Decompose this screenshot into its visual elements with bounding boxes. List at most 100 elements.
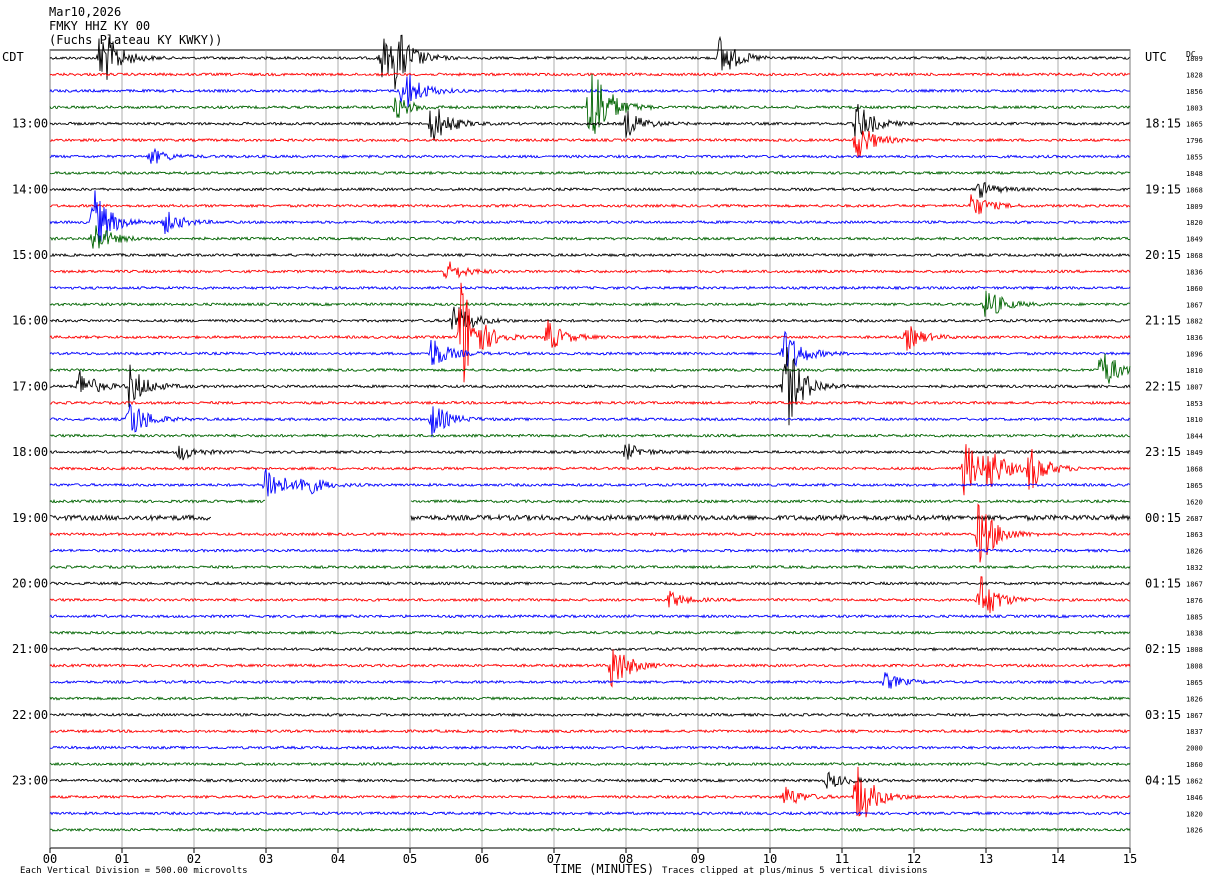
seismic-trace bbox=[49, 771, 1131, 789]
seismic-trace bbox=[49, 285, 1131, 291]
dc-value: 1863 bbox=[1186, 531, 1203, 539]
right-time-label: 18:15 bbox=[1145, 117, 1181, 131]
dc-value: 1832 bbox=[1186, 564, 1203, 572]
left-time-label: 13:00 bbox=[12, 117, 48, 131]
dc-value: 1849 bbox=[1186, 449, 1203, 457]
dc-value: 1844 bbox=[1186, 433, 1203, 441]
seismic-trace bbox=[49, 190, 1131, 245]
dc-value: 1838 bbox=[1186, 630, 1203, 638]
station-label: FMKY HHZ KY 00 bbox=[49, 19, 151, 33]
seismic-trace bbox=[49, 306, 1131, 330]
seismic-trace bbox=[49, 696, 1131, 701]
right-time-label: 22:15 bbox=[1145, 379, 1181, 393]
seismic-trace bbox=[49, 468, 1131, 497]
seismic-trace bbox=[49, 581, 1131, 586]
left-time-label: 23:00 bbox=[12, 773, 48, 787]
seismic-trace bbox=[49, 347, 1131, 426]
dc-value: 1810 bbox=[1186, 367, 1203, 375]
seismic-trace bbox=[49, 104, 1131, 141]
seismic-trace bbox=[49, 728, 1131, 734]
left-time-label: 19:00 bbox=[12, 511, 48, 525]
dc-value: 2687 bbox=[1186, 515, 1203, 523]
seismic-trace bbox=[49, 403, 1131, 438]
right-time-label: 03:15 bbox=[1145, 708, 1181, 722]
seismic-trace bbox=[49, 649, 1131, 688]
seismic-trace bbox=[49, 261, 1131, 280]
dc-value: 1865 bbox=[1186, 482, 1203, 490]
right-time-label: 02:15 bbox=[1145, 642, 1181, 656]
right-time-label: 21:15 bbox=[1145, 314, 1181, 328]
dc-value: 1849 bbox=[1186, 236, 1203, 244]
seismic-trace bbox=[49, 130, 1131, 158]
scale-note: Each Vertical Division = 500.00 microvol… bbox=[20, 866, 248, 876]
dc-value: 1860 bbox=[1186, 761, 1203, 769]
seismic-trace bbox=[49, 810, 1131, 816]
seismic-trace bbox=[49, 290, 1131, 317]
dc-value: 1848 bbox=[1186, 170, 1203, 178]
seismic-trace bbox=[49, 400, 1131, 406]
seismic-trace bbox=[49, 761, 1131, 767]
seismic-trace bbox=[49, 745, 1131, 751]
dc-value: 1803 bbox=[1186, 104, 1203, 112]
right-timezone: UTC bbox=[1145, 50, 1167, 64]
dc-value: 1885 bbox=[1186, 613, 1203, 621]
seismic-trace bbox=[49, 282, 1131, 383]
dc-value: 1828 bbox=[1186, 71, 1203, 79]
dc-value: 1867 bbox=[1186, 301, 1203, 309]
dc-value: 1868 bbox=[1186, 252, 1203, 260]
x-tick-label: 02 bbox=[187, 852, 201, 866]
dc-value: 1836 bbox=[1186, 334, 1203, 342]
dc-value: 1865 bbox=[1186, 679, 1203, 687]
dc-value: 1882 bbox=[1186, 318, 1203, 326]
dc-value: 1808 bbox=[1186, 646, 1203, 654]
seismic-trace bbox=[49, 181, 1130, 198]
seismic-trace bbox=[49, 252, 1131, 258]
dc-value: 1867 bbox=[1186, 712, 1203, 720]
seismic-trace bbox=[49, 194, 1131, 215]
x-tick-label: 07 bbox=[547, 852, 561, 866]
dc-value: 1860 bbox=[1186, 285, 1203, 293]
x-tick-label: 04 bbox=[331, 852, 345, 866]
left-timezone: CDT bbox=[2, 50, 24, 64]
dc-value: 1808 bbox=[1186, 663, 1203, 671]
dc-value: 1856 bbox=[1186, 88, 1203, 96]
seismic-trace bbox=[49, 73, 1131, 134]
dc-value: 2000 bbox=[1186, 745, 1203, 753]
dc-value: 1836 bbox=[1186, 268, 1203, 276]
seismic-trace bbox=[49, 170, 1131, 176]
dc-value: 1820 bbox=[1186, 219, 1203, 227]
right-time-label: 20:15 bbox=[1145, 248, 1181, 262]
left-time-label: 17:00 bbox=[12, 379, 48, 393]
x-tick-label: 12 bbox=[907, 852, 921, 866]
seismic-trace bbox=[49, 630, 1131, 636]
right-time-label: 19:15 bbox=[1145, 182, 1181, 196]
x-tick-label: 08 bbox=[619, 852, 633, 866]
x-tick-label: 06 bbox=[475, 852, 489, 866]
dc-value: 1826 bbox=[1186, 827, 1203, 835]
x-tick-label: 13 bbox=[979, 852, 993, 866]
dc-value: 1855 bbox=[1186, 154, 1203, 162]
seismic-trace bbox=[49, 672, 1131, 689]
dc-value: 1620 bbox=[1186, 498, 1203, 506]
seismic-trace bbox=[49, 503, 1131, 563]
x-tick-label: 03 bbox=[259, 852, 273, 866]
dc-value: 1853 bbox=[1186, 400, 1203, 408]
network-label: (Fuchs Plateau KY KWKY)) bbox=[49, 33, 223, 47]
dc-value: 1896 bbox=[1186, 351, 1203, 359]
dc-value: 1868 bbox=[1186, 466, 1203, 474]
right-time-label: 04:15 bbox=[1145, 773, 1181, 787]
dc-value: 1809 bbox=[1186, 55, 1203, 63]
right-time-label: 00:15 bbox=[1145, 511, 1181, 525]
seismic-trace bbox=[49, 225, 1131, 249]
dc-value: 1809 bbox=[1186, 203, 1203, 211]
x-axis-title: TIME (MINUTES) bbox=[553, 862, 655, 876]
dc-value: 1796 bbox=[1186, 137, 1203, 145]
seismic-trace bbox=[49, 74, 1130, 108]
dc-value: 1846 bbox=[1186, 794, 1203, 802]
dc-value: 1868 bbox=[1186, 186, 1203, 194]
dc-value: 1826 bbox=[1186, 548, 1203, 556]
left-time-label: 15:00 bbox=[12, 248, 48, 262]
dc-value: 1837 bbox=[1186, 728, 1203, 736]
dc-value: 1862 bbox=[1186, 777, 1203, 785]
